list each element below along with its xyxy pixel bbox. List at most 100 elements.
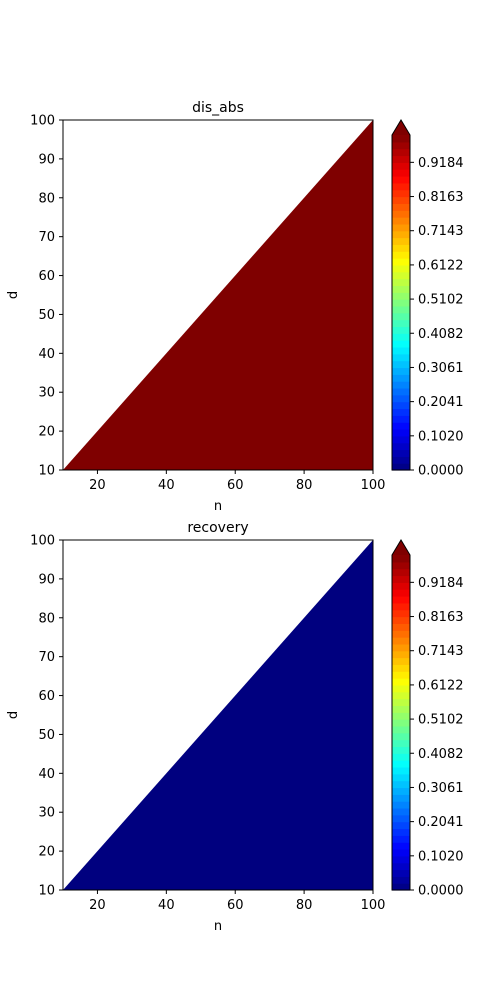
colorbar-level: [392, 135, 410, 143]
colorbar-level: [392, 162, 410, 170]
colorbar-level: [392, 346, 410, 355]
colorbar-level: [392, 725, 410, 734]
colorbar-level: [392, 862, 410, 871]
x-tick-label: 20: [89, 898, 106, 913]
colorbar-level: [392, 381, 410, 389]
colorbar-level: [392, 278, 410, 287]
colorbar-level: [392, 148, 410, 157]
colorbar-level: [392, 141, 410, 150]
colorbar-level: [392, 258, 410, 266]
colorbar: 0.0000 0.1020 0.2041 0.3061 0.4082 0.5102 0.61…: [391, 539, 464, 899]
colorbar-level: [392, 217, 410, 225]
x-tick-label: 100: [361, 898, 386, 913]
colorbar-level: [392, 807, 410, 816]
colorbar-level: [392, 333, 410, 341]
colorbar-tick-label: 0.5102: [418, 293, 464, 308]
colorbar-level: [392, 623, 410, 631]
y-tick-label: 70: [38, 650, 55, 665]
colorbar-tick-label: 0.7143: [418, 644, 464, 659]
x-tick-label: 80: [296, 898, 313, 913]
x-tick-label: 60: [227, 898, 244, 913]
colorbar-tick-label: 0.0000: [418, 464, 464, 479]
x-tick-label: 100: [361, 478, 386, 493]
colorbar-level: [392, 449, 410, 457]
colorbar-outline: [391, 119, 411, 471]
colorbar-level: [392, 271, 410, 280]
y-axis-label: d: [6, 291, 21, 299]
colorbar-level: [392, 684, 410, 693]
colorbar-level: [392, 196, 410, 204]
colorbar-tick-label: 0.2041: [418, 395, 464, 410]
colorbar-tick-label: 0.0000: [418, 884, 464, 899]
colorbar-level: [392, 401, 410, 410]
colorbar-level: [392, 773, 410, 782]
y-tick-label: 10: [38, 464, 55, 479]
colorbar-level: [392, 575, 410, 583]
colorbar-level: [392, 428, 410, 437]
y-tick-label: 30: [38, 386, 55, 401]
colorbar-level: [392, 637, 410, 645]
colorbar-level: [392, 842, 410, 850]
x-tick-label: 40: [158, 478, 175, 493]
x-tick-label: 60: [227, 478, 244, 493]
colorbar-level: [392, 589, 410, 597]
colorbar-level: [392, 230, 410, 239]
colorbar-tick-label: 0.3061: [418, 781, 464, 796]
colorbar-level: [392, 657, 410, 665]
colorbar-level: [392, 801, 410, 809]
colorbar-level: [392, 691, 410, 700]
colorbar-level: [392, 855, 410, 864]
colorbar-level: [392, 678, 410, 686]
y-tick-label: 40: [38, 347, 55, 362]
colorbar-level: [392, 456, 410, 464]
colorbar-level: [392, 561, 410, 570]
colorbar-level: [392, 794, 410, 802]
chart-title: recovery: [187, 520, 248, 536]
y-tick-label: 90: [38, 152, 55, 167]
colorbar-level: [392, 869, 410, 877]
y-tick-label: 80: [38, 191, 55, 206]
colorbar-level: [392, 780, 410, 789]
colorbar-level: [392, 435, 410, 444]
colorbar-level: [392, 182, 410, 191]
colorbar-tick-label: 0.1020: [418, 849, 464, 864]
x-tick-label: 20: [89, 478, 106, 493]
colorbar-level: [392, 821, 410, 830]
colorbar-level: [392, 305, 410, 314]
colorbar-level: [392, 292, 410, 300]
y-tick-label: 90: [38, 572, 55, 587]
colorbar-level: [392, 299, 410, 307]
colorbar-level: [392, 155, 410, 163]
colorbar-level: [392, 766, 410, 775]
x-tick-label: 80: [296, 478, 313, 493]
y-tick-label: 100: [30, 534, 55, 549]
colorbar-level: [392, 223, 410, 232]
colorbar-level: [392, 367, 410, 375]
colorbar-level: [392, 422, 410, 430]
y-tick-label: 100: [30, 114, 55, 129]
colorbar-level: [392, 664, 410, 672]
colorbar-tick-label: 0.3061: [418, 361, 464, 376]
colorbar-level: [392, 210, 410, 218]
colorbar-level: [392, 237, 410, 245]
colorbar-tick-label: 0.4082: [418, 327, 464, 342]
colorbar-level: [392, 360, 410, 369]
colorbar-level: [392, 408, 410, 416]
y-tick-label: 60: [38, 269, 55, 284]
filled-region: [63, 120, 373, 470]
colorbar-tick-label: 0.9184: [418, 156, 464, 171]
x-axis-label: n: [214, 499, 222, 514]
panel-dis_abs: dis_abs 20 40 60 80 100 10 20 30 40 50 60 70 80 90 100 n…: [6, 100, 464, 514]
x-tick-label: 40: [158, 898, 175, 913]
chart-title: dis_abs: [192, 100, 244, 116]
axes-frame: [62, 539, 374, 891]
colorbar-tick-label: 0.7143: [418, 224, 464, 239]
panel-recovery: recovery 20 40 60 80 100 10 20 30 40 50 60 70 80 90 100…: [6, 520, 464, 934]
colorbar-level: [392, 340, 410, 348]
colorbar-tick-label: 0.2041: [418, 815, 464, 830]
colorbar-level: [392, 387, 410, 396]
colorbar-level: [392, 814, 410, 823]
colorbar-level: [392, 732, 410, 741]
colorbar-level: [392, 876, 410, 884]
y-tick-label: 30: [38, 806, 55, 821]
